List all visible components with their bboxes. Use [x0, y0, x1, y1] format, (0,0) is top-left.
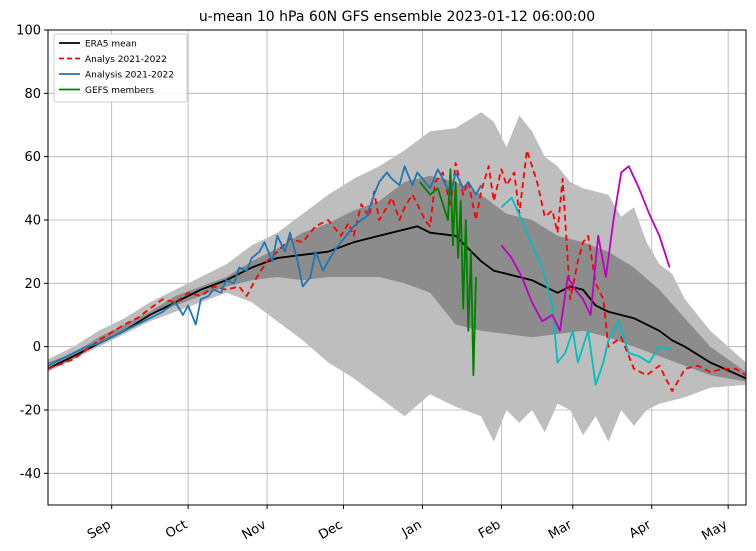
legend-label: Analys 2021-2022 — [85, 55, 167, 65]
series-line-4 — [500, 165, 671, 332]
legend-label: GEFS members — [85, 86, 154, 96]
series-line-0 — [48, 225, 746, 380]
y-tick-label: 40 — [24, 214, 41, 229]
y-tick-label: 80 — [24, 87, 41, 102]
legend-box — [53, 33, 188, 103]
bands — [48, 112, 746, 442]
y-tick-label: -40 — [20, 467, 41, 482]
band-inner — [48, 175, 746, 382]
y-tick-label: -20 — [20, 404, 41, 419]
legend-label: ERA5 mean — [85, 40, 137, 50]
series-line-3 — [500, 196, 673, 386]
chart-title: u-mean 10 hPa 60N GFS ensemble 2023-01-1… — [199, 9, 595, 25]
y-tick-label: 0 — [33, 340, 41, 355]
y-tick-label: 20 — [24, 277, 41, 292]
series-line-1 — [48, 149, 746, 392]
series-line-5 — [419, 168, 477, 377]
series-layer — [48, 149, 746, 392]
series-line-2 — [48, 165, 482, 367]
legend-label: Analysis 2021-2022 — [85, 71, 174, 81]
plot-frame — [47, 29, 747, 506]
legend: ERA5 mean Analys 2021-2022 Analysis 2021-2… — [53, 33, 188, 103]
y-tick-label: 100 — [16, 24, 41, 39]
y-tick-label: 60 — [24, 150, 41, 165]
